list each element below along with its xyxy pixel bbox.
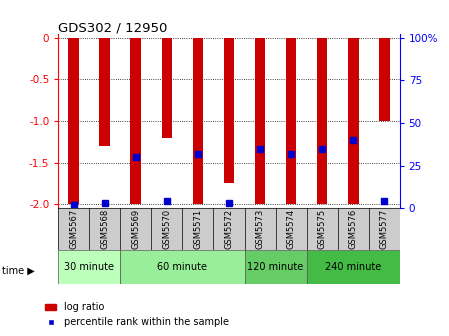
Text: 60 minute: 60 minute <box>158 262 207 272</box>
Bar <box>131 38 141 204</box>
Bar <box>224 38 234 183</box>
Bar <box>162 38 172 138</box>
Text: 120 minute: 120 minute <box>247 262 304 272</box>
Bar <box>193 38 203 204</box>
Bar <box>307 250 400 284</box>
Bar <box>58 250 120 284</box>
Bar <box>68 38 79 204</box>
Bar <box>255 38 265 204</box>
Text: GSM5575: GSM5575 <box>317 209 326 249</box>
Bar <box>120 250 245 284</box>
Bar <box>379 38 390 121</box>
Text: GSM5570: GSM5570 <box>163 209 172 249</box>
Text: GSM5567: GSM5567 <box>70 209 79 249</box>
Bar <box>317 38 327 204</box>
Text: GSM5571: GSM5571 <box>194 209 202 249</box>
Text: 240 minute: 240 minute <box>325 262 381 272</box>
Bar <box>100 38 110 146</box>
Text: GSM5572: GSM5572 <box>224 209 233 249</box>
Text: GSM5568: GSM5568 <box>101 209 110 249</box>
Text: GSM5573: GSM5573 <box>255 209 264 249</box>
Text: GDS302 / 12950: GDS302 / 12950 <box>58 22 168 35</box>
Text: time ▶: time ▶ <box>2 265 35 276</box>
Legend: log ratio, percentile rank within the sample: log ratio, percentile rank within the sa… <box>41 298 233 331</box>
Text: GSM5574: GSM5574 <box>286 209 295 249</box>
Bar <box>245 250 307 284</box>
Text: GSM5577: GSM5577 <box>379 209 388 249</box>
Text: 30 minute: 30 minute <box>64 262 114 272</box>
Bar <box>348 38 358 204</box>
Text: GSM5569: GSM5569 <box>132 209 141 249</box>
Text: GSM5576: GSM5576 <box>348 209 357 249</box>
Bar <box>286 38 296 204</box>
